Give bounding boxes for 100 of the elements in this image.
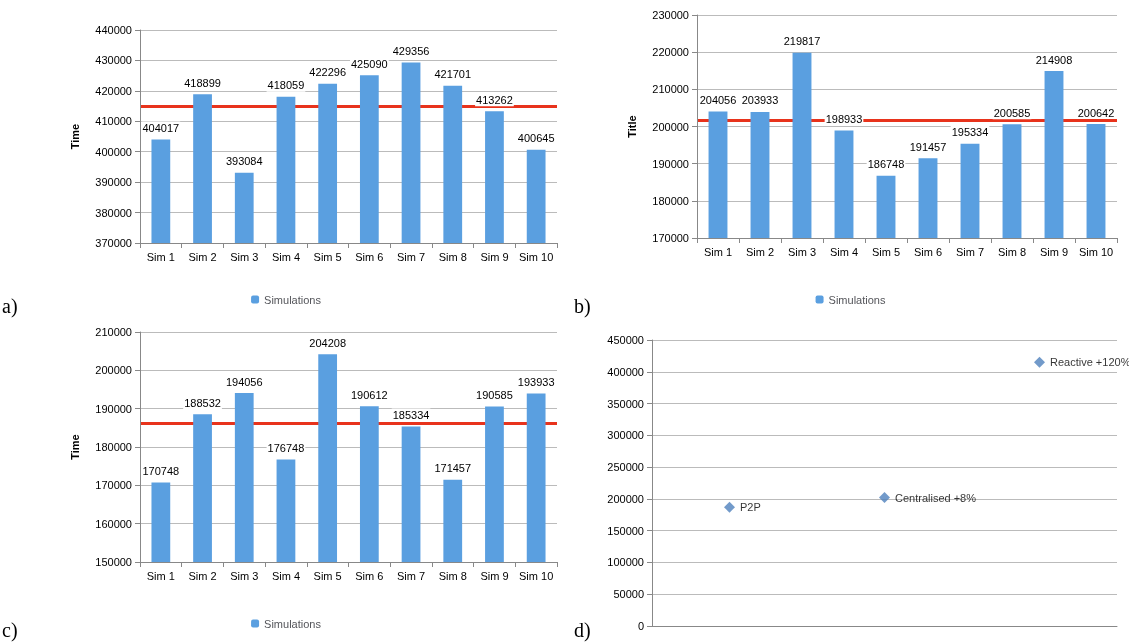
x-tick-label: Sim 2 [188, 250, 217, 263]
data-label: 404017 [142, 121, 180, 134]
y-tick-label: 170000 [652, 232, 689, 244]
x-tick-label: Sim 4 [829, 245, 859, 258]
y-tick-label: 150000 [607, 524, 644, 537]
x-tick-label: Sim 10 [519, 250, 554, 263]
y-tick-label: 200000 [607, 492, 644, 505]
data-label: 185334 [392, 409, 430, 422]
data-label: 171457 [434, 462, 472, 475]
y-tick-label: 100000 [607, 556, 644, 569]
y-tick-label: 380000 [95, 206, 132, 219]
x-tick-label: Sim 8 [438, 250, 467, 263]
y-tick-label: 420000 [95, 84, 132, 97]
y-tick-label: 430000 [95, 54, 132, 67]
data-label: 193933 [517, 376, 555, 389]
text: a) [2, 295, 18, 318]
data-label: 418899 [184, 76, 221, 89]
x-tick-label: Sim 3 [230, 569, 259, 582]
x-tick-label: Sim 6 [355, 569, 384, 582]
x-tick-label: Sim 9 [480, 569, 509, 582]
text: b) [574, 295, 591, 318]
y-tick-label: 410000 [95, 115, 132, 128]
x-tick-label: Sim 4 [271, 569, 301, 582]
y-tick-label: 0 [637, 620, 644, 632]
y-tick-label: 400000 [95, 145, 132, 158]
data-label: 422296 [309, 66, 347, 79]
x-tick-label: Sim 1 [703, 245, 733, 258]
data-label: 195334 [951, 126, 989, 139]
x-tick-label: Sim 5 [313, 250, 342, 263]
x-tick-label: Sim 7 [396, 250, 426, 263]
x-tick-label: Sim 3 [230, 250, 259, 263]
y-tick-label: 50000 [613, 588, 644, 601]
y-tick-label: 370000 [95, 237, 132, 249]
x-tick-label: Sim 5 [313, 569, 342, 582]
x-tick-label: Sim 4 [271, 250, 301, 263]
data-label: 204208 [309, 336, 347, 349]
x-tick-label: Sim 7 [955, 245, 985, 258]
x-tick-label: Sim 7 [396, 569, 426, 582]
y-tick-label: 190000 [652, 157, 689, 170]
y-tick-label: 150000 [95, 556, 132, 568]
y-tick-label: 210000 [652, 83, 689, 96]
series-label: Centralised +8% [895, 491, 977, 504]
data-label: 190612 [350, 388, 388, 401]
y-tick-label: 210000 [95, 326, 132, 338]
y-tick-label: 200000 [652, 120, 689, 133]
data-label: 170748 [142, 464, 180, 477]
x-tick-label: Sim 9 [480, 250, 509, 263]
x-tick-label: Sim 5 [871, 245, 901, 258]
legend-label: Simulations [264, 293, 322, 306]
y-tick-label: 250000 [607, 461, 644, 474]
y-axis-title: Time [68, 434, 81, 460]
data-label: 400645 [517, 132, 555, 145]
y-tick-label: 300000 [607, 429, 644, 442]
x-tick-label: Sim 2 [745, 245, 775, 258]
y-tick-label: 190000 [95, 402, 132, 415]
point [879, 492, 890, 504]
data-label: 186748 [867, 158, 905, 171]
data-label: 190585 [476, 388, 513, 401]
y-tick-label: 390000 [95, 176, 132, 189]
y-axis-title: Time [68, 123, 81, 150]
y-tick-label: 170000 [95, 479, 132, 492]
x-tick-label: Sim 10 [1078, 245, 1114, 258]
data-label: 200585 [993, 106, 1031, 119]
data-label: 204056 [699, 93, 737, 106]
data-label: 214908 [1035, 53, 1073, 66]
data-label: 188532 [184, 396, 221, 409]
point [1034, 356, 1045, 368]
point [724, 501, 735, 513]
x-tick-label: Sim 9 [1039, 245, 1069, 258]
data-label: 418059 [267, 79, 305, 92]
x-tick-label: Sim 1 [146, 569, 175, 582]
y-tick-label: 160000 [95, 517, 132, 530]
text: c) [2, 619, 18, 642]
y-tick-label: 230000 [652, 9, 689, 21]
x-tick-label: Sim 8 [997, 245, 1027, 258]
data-label: 429356 [392, 44, 430, 57]
data-label: 421701 [434, 68, 472, 81]
y-tick-label: 440000 [95, 24, 132, 36]
y-axis-title: Title [625, 115, 638, 138]
data-label: 200642 [1077, 106, 1115, 119]
x-tick-label: Sim 2 [188, 569, 217, 582]
y-tick-label: 200000 [95, 364, 132, 377]
text: d) [574, 619, 591, 642]
data-label: 413262 [476, 93, 513, 106]
data-label: 203933 [741, 94, 779, 107]
y-tick-label: 350000 [607, 397, 644, 410]
y-tick-label: 400000 [607, 365, 644, 378]
x-tick-label: Sim 6 [355, 250, 384, 263]
data-label: 393084 [225, 155, 263, 168]
y-tick-label: 180000 [652, 194, 689, 207]
data-label: 176748 [267, 441, 305, 454]
legend-label: Simulations [828, 293, 886, 306]
data-label: 219817 [783, 35, 821, 48]
x-tick-label: Sim 3 [787, 245, 817, 258]
x-tick-label: Sim 8 [438, 569, 467, 582]
x-tick-label: Sim 6 [913, 245, 943, 258]
data-label: 191457 [909, 140, 947, 153]
data-label: 194056 [225, 375, 263, 388]
y-tick-label: 450000 [607, 334, 644, 346]
series-label: P2P [740, 501, 761, 514]
